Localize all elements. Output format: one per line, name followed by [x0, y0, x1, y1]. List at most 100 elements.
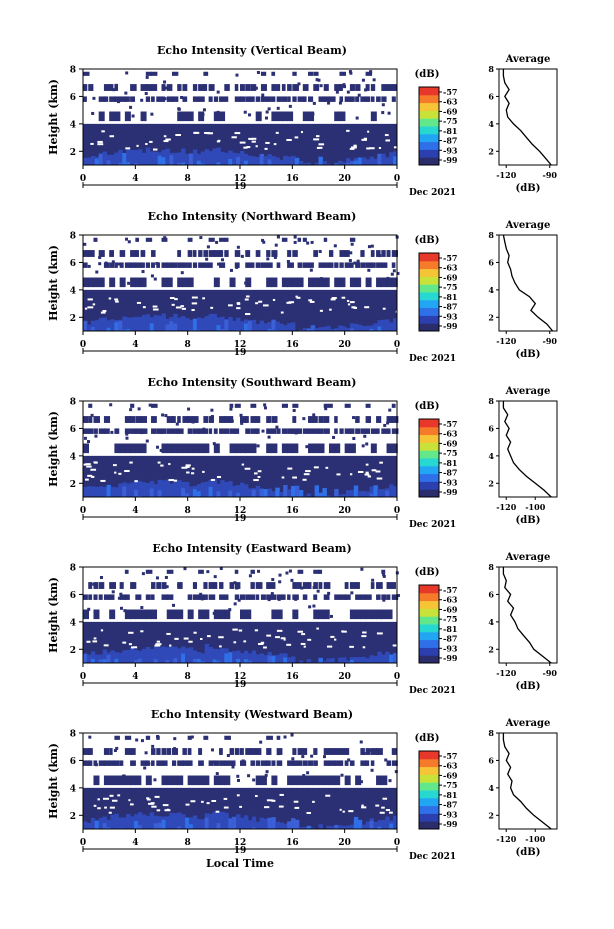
heatmap-speck	[236, 774, 240, 778]
heatmap-cell	[88, 250, 95, 257]
heatmap-gap	[363, 137, 368, 140]
heatmap-cell	[381, 609, 388, 620]
heatmap-cell	[157, 647, 162, 663]
heatmap-speck	[388, 408, 392, 412]
heatmap-cell	[281, 84, 286, 91]
heatmap-speck	[349, 251, 353, 255]
heatmap-cell	[204, 316, 210, 331]
colorbar-tick-label: -99	[443, 155, 458, 165]
colorbar-segment	[419, 307, 439, 316]
heatmap-cell	[141, 315, 147, 331]
heatmap-cell	[240, 760, 247, 766]
heatmap-speck	[263, 406, 267, 410]
heatmap-cell	[338, 325, 343, 331]
heatmap-cell	[355, 775, 362, 786]
heatmap-cell	[276, 609, 283, 620]
heatmap-cell	[130, 760, 136, 766]
heatmap-speck	[145, 75, 149, 79]
colorbar-tick-label: -81	[443, 292, 457, 302]
heatmap-speck	[115, 746, 119, 750]
colorbar-tick-label: -87	[443, 800, 457, 810]
heatmap-cell	[177, 84, 182, 91]
average-frame	[498, 68, 558, 166]
heatmap-cell	[161, 594, 168, 600]
heatmap-cell	[229, 582, 235, 589]
heatmap-gap	[181, 466, 188, 469]
heatmap-cell	[83, 84, 88, 91]
heatmap-cell	[119, 277, 126, 288]
heatmap-gap	[376, 477, 383, 480]
heatmap-speck	[362, 752, 366, 756]
heatmap-cell	[83, 443, 89, 454]
heatmap-cell	[259, 153, 265, 165]
heatmap-speck	[290, 578, 294, 582]
heatmap-cell	[306, 162, 312, 165]
heatmap-cell	[308, 760, 314, 766]
heatmap-cell	[224, 481, 229, 497]
average-x-tick-label: -120	[496, 668, 516, 678]
heatmap-cell	[357, 657, 363, 663]
heatmap-cell	[188, 647, 194, 663]
heatmap-gap	[294, 806, 300, 809]
heatmap-speck	[98, 255, 102, 259]
heatmap-cell	[287, 489, 292, 497]
heatmap-cell	[103, 96, 109, 102]
heatmap-gap	[264, 147, 268, 150]
heatmap-cell	[391, 416, 399, 423]
heatmap-cell	[310, 325, 316, 331]
heatmap-cell	[298, 160, 304, 165]
heatmap-speck	[290, 733, 294, 737]
heatmap-gap	[231, 136, 237, 139]
heatmap-speck	[367, 245, 371, 249]
heatmap-cell	[314, 485, 319, 497]
heatmap-gap	[246, 146, 251, 149]
heatmap-gap	[154, 795, 160, 798]
heatmap-speck	[216, 110, 220, 114]
heatmap-cell	[171, 71, 179, 76]
heatmap-cell	[360, 96, 368, 102]
heatmap-cell	[234, 96, 241, 102]
heatmap-cell	[349, 237, 356, 242]
heatmap-cell	[308, 262, 314, 268]
heatmap-gap	[85, 463, 91, 466]
heatmap-speck	[369, 748, 373, 752]
average-y-tick-label: 8	[488, 562, 494, 572]
heatmap-cell	[185, 153, 190, 165]
average-y-tick-label: 4	[488, 119, 494, 129]
heatmap-cell	[381, 319, 386, 331]
heatmap-speck	[285, 571, 289, 575]
heatmap-gap	[90, 475, 95, 478]
heatmap-speck	[286, 259, 290, 263]
heatmap-gap	[294, 136, 299, 139]
heatmap-cell	[151, 250, 156, 257]
heatmap-cell	[250, 262, 255, 268]
heatmap-cell	[240, 748, 244, 755]
heatmap-cell	[308, 416, 315, 423]
heatmap-cell	[250, 569, 255, 574]
heatmap-speck	[88, 735, 92, 739]
heatmap-cell	[385, 651, 390, 663]
heatmap-cell	[224, 250, 229, 257]
heatmap-cell	[203, 71, 209, 76]
heatmap-cell	[391, 277, 398, 288]
heatmap-cell	[130, 443, 137, 454]
heatmap-gap	[306, 811, 312, 814]
average-y-tick-label: 4	[488, 783, 494, 793]
heatmap-speck	[116, 100, 120, 104]
heatmap-speck	[112, 88, 116, 92]
heatmap-cell	[216, 491, 221, 497]
heatmap-cell	[171, 428, 179, 434]
heatmap-cell	[302, 163, 308, 165]
heatmap-cell	[255, 582, 263, 589]
heatmap-cell	[240, 609, 246, 620]
heatmap-cell	[88, 416, 93, 423]
panel-4: Echo Intensity (Eastward Beam)2468Height…	[47, 542, 558, 696]
heatmap-gap	[371, 469, 377, 472]
heatmap-speck	[236, 245, 240, 249]
heatmap-speck	[369, 70, 373, 74]
heatmap-cell	[365, 594, 372, 600]
colorbar-segment	[419, 805, 439, 814]
heatmap-cell	[141, 814, 147, 829]
heatmap-gap	[136, 144, 139, 147]
heatmap-cell	[339, 96, 344, 102]
